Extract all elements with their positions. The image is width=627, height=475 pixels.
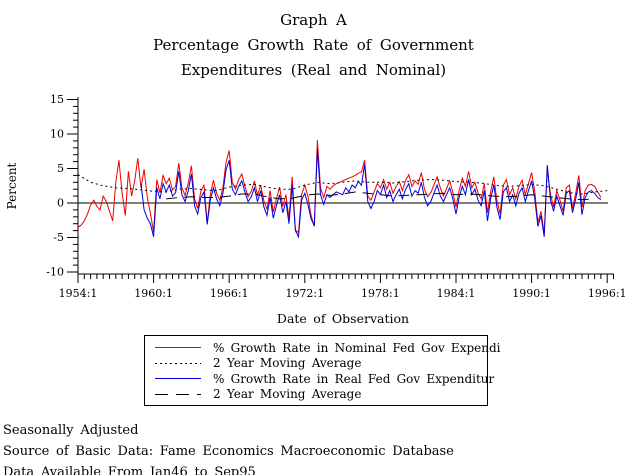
y-tick-label: 5	[57, 162, 64, 175]
y-tick-label: 0	[57, 197, 64, 210]
chart-title-line2: Percentage Growth Rate of Government	[153, 36, 474, 54]
footnotes: Seasonally Adjusted Source of Basic Data…	[3, 420, 454, 475]
real-ma-line-sample-icon	[155, 393, 201, 395]
legend-label-real: % Growth Rate in Real Fed Gov Expenditur	[213, 371, 495, 386]
series-line-2	[140, 149, 602, 239]
chart-title-line1: Graph A	[280, 11, 347, 29]
footnote-availability: Data Available From Jan46 to Sep95	[3, 465, 256, 475]
x-tick-label: 1966:1	[210, 287, 249, 300]
x-tick-label: 1996:1	[588, 287, 627, 300]
x-tick-label: 1984:1	[437, 287, 476, 300]
legend-label-nominal-ma: 2 Year Moving Average	[213, 356, 362, 371]
real-line-sample-icon	[155, 378, 201, 380]
x-tick-label: 1954:1	[59, 287, 98, 300]
chart-legend: % Growth Rate in Nominal Fed Gov Expendi…	[144, 335, 501, 406]
chart-title-line3: Expenditures (Real and Nominal)	[180, 61, 447, 79]
legend-label-real-ma: 2 Year Moving Average	[213, 387, 362, 402]
x-tick-label: 1960:1	[134, 287, 173, 300]
y-tick-label: 15	[50, 93, 64, 106]
legend-row-real: % Growth Rate in Real Fed Gov Expenditur	[145, 371, 494, 387]
y-tick-label: -5	[53, 231, 64, 244]
legend-row-nominal-ma: 2 Year Moving Average	[145, 356, 487, 372]
chart-title: Graph A Percentage Growth Rate of Govern…	[0, 8, 627, 83]
legend-label-nominal: % Growth Rate in Nominal Fed Gov Expendi	[213, 340, 501, 355]
series-line-0	[77, 140, 602, 234]
x-tick-label: 1990:1	[512, 287, 551, 300]
x-tick-label: 1972:1	[285, 287, 324, 300]
legend-row-nominal: % Growth Rate in Nominal Fed Gov Expendi	[145, 340, 501, 356]
x-axis-label: Date of Observation	[276, 311, 410, 326]
footnote-source: Source of Basic Data: Fame Economics Mac…	[3, 444, 454, 459]
nominal-ma-line-sample-icon	[155, 362, 201, 364]
y-axis-label: Percent	[5, 162, 19, 210]
x-tick-label: 1978:1	[361, 287, 400, 300]
y-tick-label: 10	[50, 128, 64, 141]
nominal-line-sample-icon	[155, 347, 201, 349]
footnote-seasonally-adjusted: Seasonally Adjusted	[3, 423, 139, 438]
y-tick-label: -10	[46, 266, 64, 279]
legend-row-real-ma: 2 Year Moving Average	[145, 387, 487, 403]
